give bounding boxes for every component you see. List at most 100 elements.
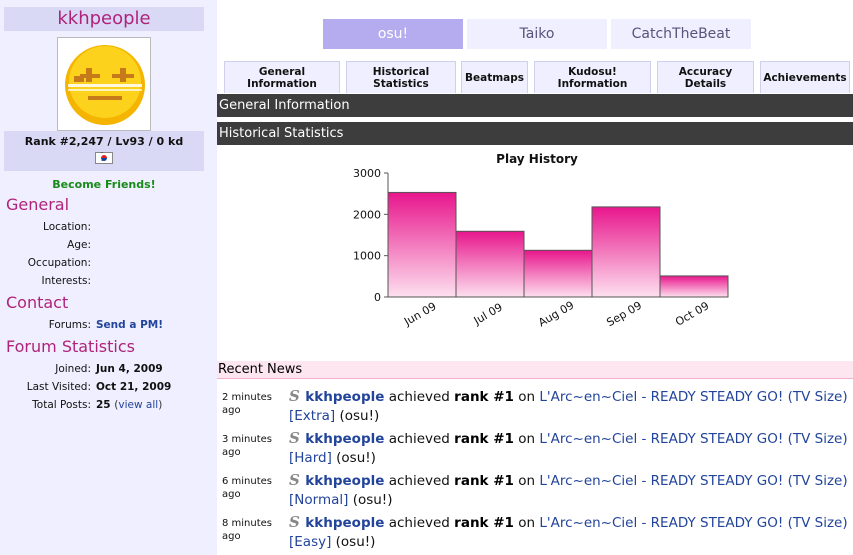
- news-on: on: [518, 473, 536, 489]
- mode-tab-catchthebeat[interactable]: CatchTheBeat: [611, 19, 751, 49]
- occupation-label: Occupation:: [27, 257, 91, 269]
- tab-kudosu-line1: Kudosu!: [568, 65, 617, 78]
- bar-jun-09: [387, 191, 457, 298]
- news-item: 8 minutes ago S kkhpeople achieved rank …: [217, 514, 853, 555]
- news-verb: achieved: [388, 473, 450, 489]
- location-label: Location:: [43, 221, 91, 233]
- tab-historical-statistics-line1: Historical: [372, 65, 430, 78]
- news-user-link[interactable]: kkhpeople: [305, 389, 385, 405]
- send-pm-link[interactable]: Send a PM!: [96, 319, 164, 331]
- news-rank: rank #1: [454, 389, 514, 405]
- joined-value: Jun 4, 2009: [96, 363, 163, 375]
- news-verb: achieved: [388, 431, 450, 447]
- bar-jul-09: [455, 230, 525, 298]
- general-information-bar[interactable]: General Information: [217, 94, 853, 117]
- location-row: Location:: [0, 221, 217, 237]
- bar-oct-09: [659, 275, 729, 298]
- tab-achievements-label: Achievements: [763, 71, 847, 84]
- contact-heading: Contact: [6, 293, 69, 312]
- mode-tab-osu[interactable]: osu!: [323, 19, 463, 49]
- news-verb: achieved: [388, 515, 450, 531]
- news-user-link[interactable]: kkhpeople: [305, 431, 385, 447]
- interests-label: Interests:: [41, 275, 91, 287]
- x-tick-label: Aug 09: [536, 299, 576, 330]
- news-user-link[interactable]: kkhpeople: [305, 515, 385, 531]
- rank-box: Rank #2,247 / Lv93 / 0 kd: [4, 131, 204, 171]
- username-title: kkhpeople: [4, 7, 204, 31]
- news-item: 6 minutes ago S kkhpeople achieved rank …: [217, 472, 853, 514]
- general-heading: General: [6, 195, 70, 214]
- news-on: on: [518, 515, 536, 531]
- become-friends-link[interactable]: Become Friends!: [52, 178, 156, 191]
- profile-sidebar: kkhpeople Rank #2,247 / Lv93 / 0 kd Beco…: [0, 0, 217, 555]
- news-time: 2 minutes ago: [222, 392, 273, 416]
- news-time: 6 minutes ago: [222, 476, 273, 500]
- tab-historical-statistics[interactable]: Historical Statistics: [346, 61, 456, 93]
- news-rank: rank #1: [454, 515, 514, 531]
- news-on: on: [518, 389, 536, 405]
- news-body: S kkhpeople achieved rank #1 on L'Arc~en…: [289, 514, 851, 552]
- korea-flag-icon: [95, 149, 113, 165]
- last-visited-row: Last Visited: Oct 21, 2009: [0, 381, 217, 397]
- supporter-s-icon: S: [289, 429, 300, 447]
- age-label: Age:: [67, 239, 91, 251]
- news-item: 2 minutes ago S kkhpeople achieved rank …: [217, 388, 853, 430]
- tab-accuracy-line1: Accuracy: [678, 65, 733, 78]
- y-tick-label: 0: [374, 291, 381, 304]
- joined-label: Joined:: [55, 363, 91, 375]
- total-posts-label: Total Posts:: [32, 399, 91, 411]
- y-tick-label: 1000: [353, 250, 381, 263]
- forums-row: Forums: Send a PM!: [0, 319, 217, 335]
- news-beatmap-link[interactable]: L'Arc~en~Ciel - READY STEADY GO! (TV Siz…: [289, 515, 848, 550]
- view-all-link[interactable]: view all: [118, 399, 159, 411]
- supporter-s-icon: S: [289, 471, 300, 489]
- x-tick-label: Sep 09: [604, 299, 644, 329]
- tab-kudosu-line2: Information: [557, 77, 628, 90]
- news-user-link[interactable]: kkhpeople: [305, 473, 385, 489]
- tab-accuracy-details[interactable]: Accuracy Details: [657, 61, 754, 93]
- total-posts-value: 25: [96, 399, 111, 411]
- tab-general-information[interactable]: General Information: [224, 61, 340, 93]
- forum-statistics-heading: Forum Statistics: [6, 337, 135, 356]
- news-body: S kkhpeople achieved rank #1 on L'Arc~en…: [289, 472, 851, 510]
- x-tick-label: Jun 09: [401, 300, 438, 329]
- chart-title: Play History: [496, 152, 578, 166]
- joined-row: Joined: Jun 4, 2009: [0, 363, 217, 379]
- x-tick-label: Oct 09: [673, 299, 711, 329]
- news-beatmap-link[interactable]: L'Arc~en~Ciel - READY STEADY GO! (TV Siz…: [289, 431, 848, 466]
- news-beatmap-link[interactable]: L'Arc~en~Ciel - READY STEADY GO! (TV Siz…: [289, 473, 848, 508]
- news-time: 8 minutes ago: [222, 518, 273, 542]
- supporter-s-icon: S: [289, 387, 300, 405]
- view-all-close: ): [158, 399, 163, 411]
- bar-sep-09: [591, 206, 661, 298]
- historical-statistics-bar[interactable]: Historical Statistics: [217, 122, 853, 145]
- chart-bars: [387, 191, 729, 298]
- news-rank: rank #1: [454, 473, 514, 489]
- news-item: 3 minutes ago S kkhpeople achieved rank …: [217, 430, 853, 472]
- news-mode: (osu!): [339, 408, 380, 424]
- tab-general-information-line1: General: [258, 65, 306, 78]
- tab-kudosu-information[interactable]: Kudosu! Information: [534, 61, 651, 93]
- tab-beatmaps-label: Beatmaps: [464, 71, 525, 84]
- tab-beatmaps[interactable]: Beatmaps: [461, 61, 528, 93]
- news-body: S kkhpeople achieved rank #1 on L'Arc~en…: [289, 388, 851, 426]
- tab-accuracy-line2: Details: [684, 77, 727, 90]
- news-verb: achieved: [388, 389, 450, 405]
- y-tick-label: 2000: [353, 208, 381, 221]
- interests-row: Interests:: [0, 275, 217, 291]
- news-mode: (osu!): [336, 450, 376, 466]
- y-tick-label: 3000: [353, 167, 381, 180]
- rank-line: Rank #2,247 / Lv93 / 0 kd: [24, 135, 184, 148]
- tab-achievements[interactable]: Achievements: [760, 61, 850, 93]
- avatar: [57, 37, 151, 131]
- tab-general-information-line2: Information: [247, 77, 317, 90]
- supporter-s-icon: S: [289, 513, 300, 531]
- last-visited-value: Oct 21, 2009: [96, 381, 172, 393]
- avatar-face-icon: [58, 38, 150, 130]
- forums-label: Forums:: [48, 319, 91, 331]
- mode-tab-taiko[interactable]: Taiko: [467, 19, 607, 49]
- age-row: Age:: [0, 239, 217, 255]
- x-tick-label: Jul 09: [471, 301, 505, 328]
- news-beatmap-link[interactable]: L'Arc~en~Ciel - READY STEADY GO! (TV Siz…: [289, 389, 848, 424]
- occupation-row: Occupation:: [0, 257, 217, 273]
